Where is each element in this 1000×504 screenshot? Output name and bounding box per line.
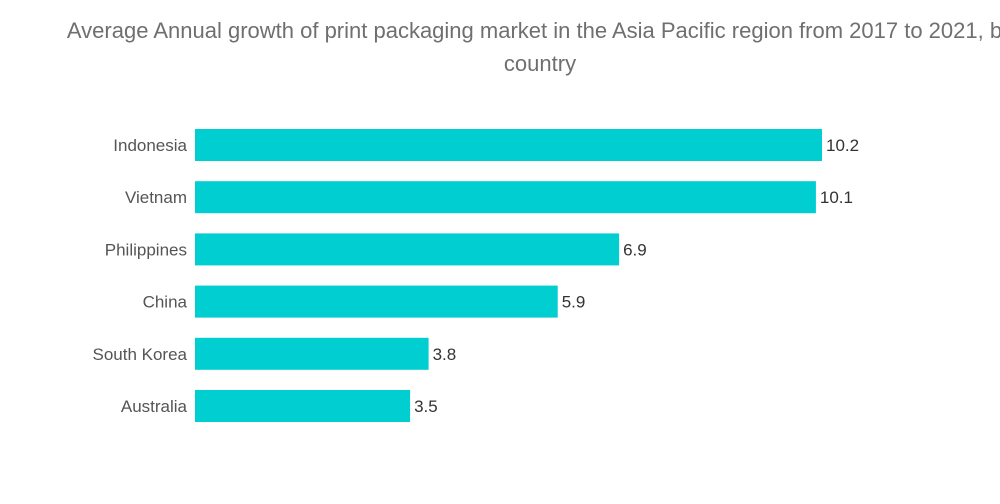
bar-south-korea — [195, 337, 429, 370]
category-label-indonesia: Indonesia — [113, 136, 187, 155]
category-label-china: China — [143, 293, 188, 312]
category-label-vietnam: Vietnam — [125, 188, 187, 207]
chart-title: Average Annual growth of print packaging… — [66, 18, 1000, 76]
value-label-china: 5.9 — [562, 293, 586, 312]
category-label-philippines: Philippines — [105, 240, 187, 259]
bar-philippines — [195, 233, 620, 266]
bars-layer — [195, 129, 822, 422]
bar-vietnam — [195, 181, 816, 214]
labels-layer: Indonesia 10.2 Vietnam 10.1 Philippines 6.9 Ch… — [92, 136, 859, 416]
bar-australia — [195, 390, 411, 422]
value-label-philippines: 6.9 — [623, 240, 647, 259]
bar-china — [195, 285, 558, 318]
value-label-indonesia: 10.2 — [826, 136, 859, 155]
value-label-south-korea: 3.8 — [433, 345, 457, 364]
value-label-vietnam: 10.1 — [820, 188, 853, 207]
bar-indonesia — [195, 129, 822, 161]
category-label-south-korea: South Korea — [92, 345, 187, 364]
value-label-australia: 3.5 — [414, 397, 438, 416]
category-label-australia: Australia — [121, 397, 188, 416]
